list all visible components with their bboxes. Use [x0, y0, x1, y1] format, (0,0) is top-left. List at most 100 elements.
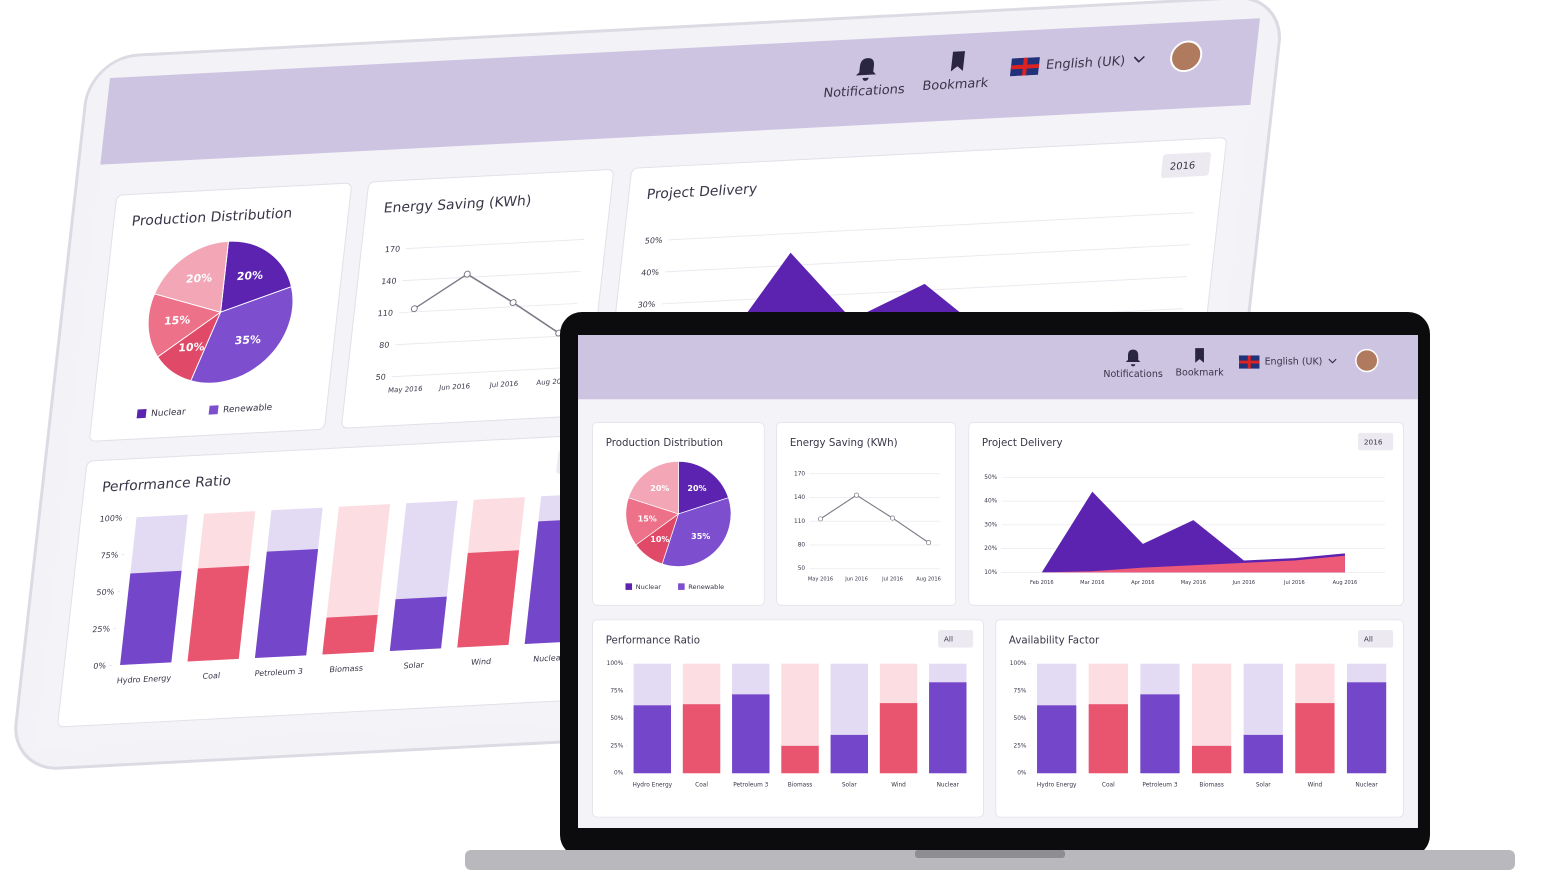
area	[1041, 555, 1345, 573]
y-tick-label: 110	[794, 519, 805, 525]
flag-cross	[1239, 355, 1260, 369]
card	[968, 422, 1404, 606]
legend-label: Nuclear	[636, 583, 662, 591]
notifications-button[interactable]: Notifications	[1103, 369, 1162, 380]
y-tick-label: 75%	[100, 550, 119, 560]
legend-swatch	[136, 409, 147, 419]
point	[410, 305, 418, 313]
avatar[interactable]	[1355, 348, 1379, 373]
bookmark-button[interactable]: Bookmark	[922, 76, 990, 94]
y-tick-label: 50%	[96, 587, 115, 597]
y-tick-label: 0%	[614, 771, 624, 777]
y-tick-label: 75%	[610, 689, 623, 695]
legend-swatch	[678, 583, 685, 590]
filter-value: 2016	[1364, 437, 1383, 446]
point	[463, 270, 471, 278]
bar	[1295, 703, 1335, 774]
card	[341, 169, 614, 429]
bar	[1140, 694, 1180, 774]
y-tick-label: 75%	[1013, 689, 1026, 695]
legend-swatch	[625, 583, 633, 590]
point	[817, 516, 824, 522]
x-tick-label: Jun 2016	[438, 382, 471, 392]
legend-label: Nuclear	[150, 407, 186, 419]
language-select[interactable]: English (UK)	[1045, 54, 1126, 73]
x-tick-label: Aug 2016	[916, 576, 941, 582]
y-tick-label: 100%	[1010, 661, 1027, 667]
x-tick-label: Solar	[842, 782, 857, 788]
bar	[1088, 704, 1128, 774]
filter-dropdown[interactable]	[1358, 630, 1394, 648]
grid-line	[391, 366, 570, 378]
x-tick-label: Petroleum 3	[733, 782, 768, 788]
card-title: Project Delivery	[982, 438, 1063, 449]
x-tick-label: Nuclear	[1355, 782, 1378, 788]
bookmark-icon	[1195, 348, 1204, 363]
laptop-notch	[915, 850, 1065, 858]
x-tick-label: Jul 2016	[488, 380, 518, 389]
point	[509, 299, 517, 306]
x-tick-label: Biomass	[1199, 782, 1224, 788]
card	[776, 422, 956, 606]
y-tick-label: 25%	[610, 743, 623, 749]
bar	[830, 734, 869, 774]
language-select[interactable]: English (UK)	[1265, 357, 1323, 368]
y-tick-label: 50%	[610, 716, 623, 722]
y-tick-label: 80	[798, 542, 806, 548]
bar	[781, 745, 819, 774]
y-tick-label: 140	[794, 495, 805, 501]
flag-cross	[1010, 57, 1040, 76]
line	[820, 494, 929, 544]
point	[890, 515, 896, 521]
bar	[322, 614, 378, 655]
x-tick-label: Aug 2016	[536, 377, 571, 387]
x-tick-label: Petroleum 3	[254, 667, 303, 678]
filter-value: All	[944, 635, 953, 644]
y-tick-label: 50%	[1013, 716, 1026, 722]
notifications-button[interactable]: Notifications	[823, 82, 906, 101]
pie-slice	[190, 286, 294, 384]
filter-dropdown[interactable]	[938, 630, 974, 648]
x-tick-label: Wind	[1308, 782, 1323, 788]
grid-line	[402, 270, 581, 282]
x-tick-label: Solar	[403, 660, 425, 670]
filter-dropdown[interactable]	[1160, 152, 1212, 178]
laptop-base	[465, 850, 1515, 870]
y-tick-label: 40%	[984, 499, 997, 505]
bar	[732, 694, 770, 774]
x-tick-label: Biomass	[329, 664, 364, 675]
pie-slice	[625, 497, 680, 546]
y-tick-label: 30%	[637, 300, 656, 310]
x-tick-label: Coal	[695, 782, 708, 788]
language-caret	[1133, 56, 1145, 63]
bar	[187, 565, 250, 662]
x-tick-label: May 2016	[808, 576, 833, 582]
x-tick-label: Biomass	[788, 782, 813, 788]
grid-line	[406, 238, 585, 250]
x-tick-label: Solar	[1256, 782, 1271, 788]
bar	[1243, 734, 1283, 774]
card-title: Project Delivery	[646, 181, 758, 203]
header-bar	[578, 335, 1418, 400]
avatar[interactable]	[1170, 40, 1203, 73]
filter-dropdown[interactable]	[1358, 432, 1394, 451]
grid-line	[395, 334, 574, 346]
y-tick-label: 0%	[93, 661, 107, 671]
pie-slice	[627, 460, 679, 515]
x-tick-label: May 2016	[1181, 580, 1206, 586]
bar	[929, 682, 967, 774]
slice-label: 10%	[178, 340, 206, 354]
x-tick-label: Petroleum 3	[1142, 782, 1177, 788]
x-tick-label: Hydro Energy	[1037, 782, 1077, 788]
header-bar	[100, 18, 1260, 165]
bookmark-button[interactable]: Bookmark	[1176, 367, 1225, 378]
x-tick-label: Feb 2016	[1030, 580, 1054, 586]
x-tick-label: Jul 2016	[881, 576, 903, 582]
y-tick-label: 140	[381, 277, 397, 287]
y-tick-label: 50	[375, 373, 386, 382]
slice-label: 15%	[163, 313, 191, 327]
y-tick-label: 170	[384, 245, 400, 255]
bell-icon	[855, 58, 876, 81]
grid-line	[664, 244, 1191, 273]
